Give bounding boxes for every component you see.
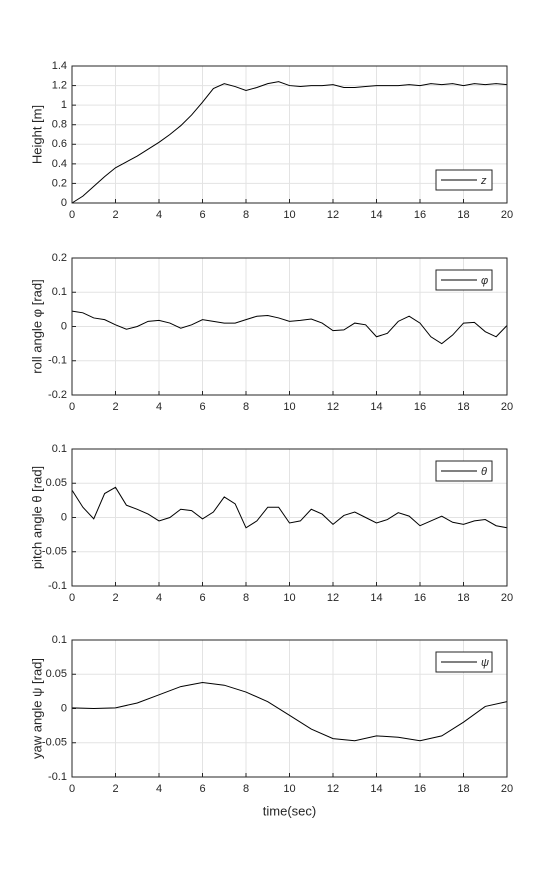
x-tick-label: 2 [112,592,118,604]
y-axis-label: yaw angle ψ [rad] [29,658,44,759]
x-tick-label: 16 [414,592,426,604]
x-tick-label: 2 [112,209,118,221]
y-tick-label: 0.6 [52,138,67,150]
x-tick-label: 8 [243,592,249,604]
x-tick-label: 0 [69,209,75,221]
y-tick-label: 0.1 [52,634,67,646]
x-tick-label: 14 [370,209,382,221]
x-tick-label: 12 [327,783,339,795]
x-tick-label: 20 [501,401,513,413]
x-tick-label: 14 [370,401,382,413]
data-line [71,81,508,204]
x-tick-label: 0 [69,592,75,604]
y-axis-label: roll angle φ [rad] [29,279,44,373]
axes-box [71,257,508,396]
y-tick-label: 0.1 [52,286,67,298]
y-tick-label: -0.1 [48,355,67,367]
y-tick-label: 0.4 [52,158,67,170]
x-tick-label: 20 [501,209,513,221]
x-tick-label: 10 [283,592,295,604]
x-tick-label: 2 [112,401,118,413]
x-tick-label: 10 [283,783,295,795]
legend: ψ [435,651,493,673]
y-tick-label: 0.8 [52,119,67,131]
y-tick-label: -0.1 [48,580,67,592]
x-tick-label: 14 [370,783,382,795]
x-tick-label: 16 [414,401,426,413]
y-axis-label: pitch angle θ [rad] [29,466,44,569]
y-tick-label: 0.1 [52,443,67,455]
x-tick-label: 6 [199,401,205,413]
x-tick-label: 16 [414,209,426,221]
y-tick-label: 1.2 [52,79,67,91]
legend-label: φ [481,275,488,287]
axes-box [71,448,508,587]
legend-label: ψ [481,657,489,669]
x-tick-label: 18 [457,783,469,795]
x-tick-label: 10 [283,209,295,221]
x-axis-label: time(sec) [263,803,316,818]
axes-box [71,639,508,778]
legend: θ [435,460,493,482]
y-tick-label: 1.4 [52,60,67,72]
x-tick-label: 10 [283,401,295,413]
x-tick-label: 8 [243,209,249,221]
y-tick-label: 0 [61,511,67,523]
y-tick-label: -0.05 [42,737,67,749]
x-tick-label: 14 [370,592,382,604]
x-tick-label: 4 [156,592,162,604]
x-tick-label: 4 [156,209,162,221]
x-tick-label: 12 [327,209,339,221]
x-tick-label: 6 [199,592,205,604]
y-tick-label: -0.1 [48,771,67,783]
y-tick-label: 1 [61,99,67,111]
y-tick-label: -0.2 [48,389,67,401]
x-tick-label: 18 [457,209,469,221]
x-tick-label: 4 [156,401,162,413]
y-tick-label: 0 [61,702,67,714]
axes-box [71,65,508,204]
x-tick-label: 8 [243,783,249,795]
legend: z [435,169,493,191]
x-tick-label: 12 [327,401,339,413]
x-tick-label: 16 [414,783,426,795]
x-tick-label: 6 [199,209,205,221]
y-tick-label: 0.05 [46,668,67,680]
legend-label: θ [481,466,487,478]
y-axis-label: Height [m] [29,105,44,164]
x-tick-label: 6 [199,783,205,795]
x-tick-label: 20 [501,783,513,795]
x-tick-label: 0 [69,401,75,413]
y-tick-label: 0.2 [52,177,67,189]
x-tick-label: 2 [112,783,118,795]
y-tick-label: -0.05 [42,546,67,558]
data-line [71,310,508,345]
y-tick-label: 0.2 [52,252,67,264]
y-tick-label: 0.05 [46,477,67,489]
x-tick-label: 20 [501,592,513,604]
data-line [71,681,508,742]
x-tick-label: 18 [457,592,469,604]
x-tick-label: 18 [457,401,469,413]
x-tick-label: 12 [327,592,339,604]
x-tick-label: 4 [156,783,162,795]
legend-label: z [480,175,487,187]
legend: φ [435,269,493,291]
y-tick-label: 0 [61,320,67,332]
x-tick-label: 0 [69,783,75,795]
x-tick-label: 8 [243,401,249,413]
data-line [71,486,508,529]
y-tick-label: 0 [61,197,67,209]
